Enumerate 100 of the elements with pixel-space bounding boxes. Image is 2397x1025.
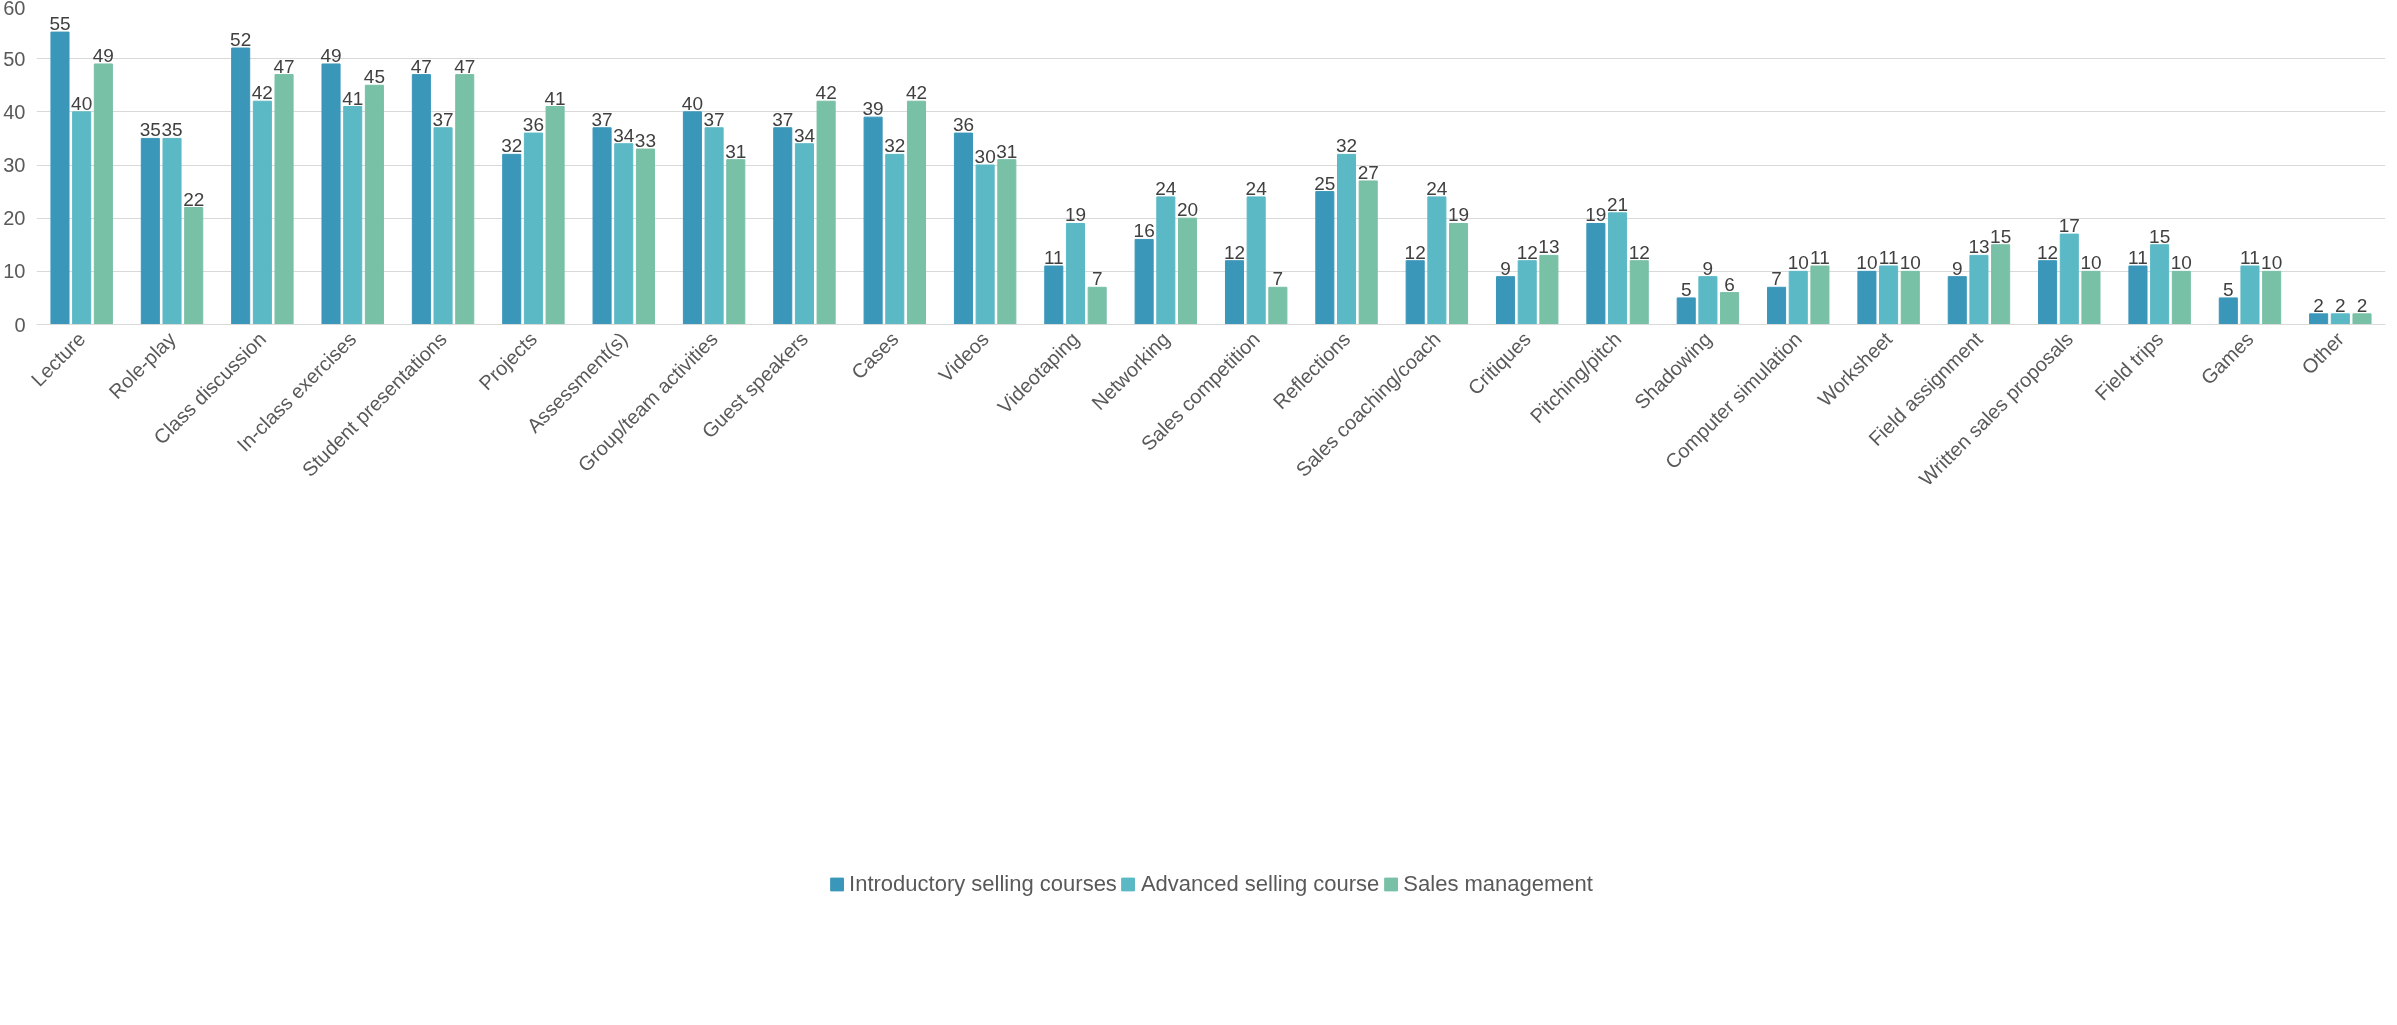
bar xyxy=(321,63,341,325)
data-label: 24 xyxy=(1426,177,1448,199)
data-label: 24 xyxy=(1155,177,1177,199)
bar xyxy=(1065,222,1086,325)
data-label: 32 xyxy=(501,135,523,157)
bar xyxy=(1315,191,1335,325)
y-tick-label: 30 xyxy=(3,154,26,176)
bar xyxy=(1087,286,1107,325)
data-label: 10 xyxy=(2080,252,2102,274)
data-label: 2 xyxy=(2335,294,2346,316)
data-label: 45 xyxy=(363,66,385,88)
bar xyxy=(1608,212,1628,325)
bar xyxy=(1629,260,1649,325)
bar xyxy=(997,159,1017,325)
bar xyxy=(1857,270,1877,325)
data-label: 19 xyxy=(1064,204,1087,226)
bar xyxy=(906,100,927,325)
bar xyxy=(343,106,363,325)
bar xyxy=(773,127,793,325)
data-label: 37 xyxy=(432,108,454,130)
bar xyxy=(975,164,995,325)
data-label: 37 xyxy=(703,108,725,130)
data-label: 36 xyxy=(952,114,975,136)
bar xyxy=(1156,196,1176,325)
bar xyxy=(1698,276,1718,325)
bar xyxy=(231,47,251,325)
bar xyxy=(364,84,384,325)
bar xyxy=(1427,196,1447,325)
data-label: 40 xyxy=(681,92,703,114)
data-label: 15 xyxy=(1990,225,2012,247)
bar xyxy=(885,153,905,325)
bar xyxy=(2352,313,2372,325)
data-label: 34 xyxy=(613,124,635,146)
data-label: 13 xyxy=(1538,236,1560,258)
bar xyxy=(1268,286,1288,325)
data-label: 47 xyxy=(273,55,295,77)
data-label: 16 xyxy=(1133,220,1155,242)
bar xyxy=(1586,222,1606,325)
data-label: 13 xyxy=(1968,236,1990,258)
data-label: 25 xyxy=(1314,172,1336,194)
bar xyxy=(2218,297,2238,325)
data-label: 27 xyxy=(1357,161,1379,183)
bar xyxy=(1044,265,1064,325)
data-label: 41 xyxy=(342,87,364,109)
bar xyxy=(545,106,565,325)
bar xyxy=(184,207,204,325)
bar xyxy=(704,127,724,325)
bar xyxy=(1134,238,1154,325)
bar xyxy=(1517,260,1537,325)
data-label: 10 xyxy=(2170,252,2192,274)
data-label: 12 xyxy=(1516,241,1538,263)
data-label: 37 xyxy=(772,108,794,130)
y-tick-label: 40 xyxy=(3,100,26,123)
bar xyxy=(2309,313,2329,325)
data-label: 9 xyxy=(1951,257,1963,279)
data-label: 15 xyxy=(2149,225,2171,247)
bar xyxy=(93,63,113,325)
bar xyxy=(863,116,883,325)
bar xyxy=(1720,292,1740,325)
data-label: 24 xyxy=(1245,177,1268,199)
bar xyxy=(252,100,272,325)
data-label: 9 xyxy=(1702,257,1714,279)
data-label: 47 xyxy=(454,55,476,77)
legend-label: Sales management xyxy=(1403,870,1593,897)
y-tick-label: 10 xyxy=(3,260,26,283)
data-label: 2 xyxy=(2313,294,2324,316)
data-label: 9 xyxy=(1500,257,1511,279)
data-label: 42 xyxy=(905,82,928,104)
data-label: 20 xyxy=(1176,199,1199,221)
bar xyxy=(433,127,453,325)
bar xyxy=(1177,217,1198,325)
bar xyxy=(411,74,431,325)
bar xyxy=(1991,244,2011,325)
data-label: 42 xyxy=(815,82,837,104)
data-label: 6 xyxy=(1724,273,1735,295)
bar xyxy=(50,31,70,325)
data-label: 31 xyxy=(996,140,1018,162)
bar xyxy=(794,143,814,325)
bar xyxy=(2059,233,2079,325)
bar xyxy=(1900,270,1920,325)
data-label: 19 xyxy=(1447,204,1470,226)
data-label: 32 xyxy=(884,135,906,157)
data-label: 10 xyxy=(1899,252,1921,274)
data-label: 11 xyxy=(2240,247,2260,269)
data-label: 10 xyxy=(1856,252,1878,274)
bar xyxy=(2262,270,2282,325)
data-label: 12 xyxy=(1404,241,1426,263)
data-label: 49 xyxy=(92,44,114,66)
data-label: 22 xyxy=(183,188,205,210)
bar xyxy=(502,153,522,325)
bar xyxy=(455,74,475,325)
y-tick-label: 60 xyxy=(3,0,26,19)
bar xyxy=(162,137,182,325)
data-label: 52 xyxy=(230,29,252,51)
data-label: 12 xyxy=(1223,241,1246,263)
bar xyxy=(2240,265,2260,325)
data-label: 7 xyxy=(1771,268,1782,290)
data-label: 10 xyxy=(2261,252,2283,274)
data-label: 40 xyxy=(71,92,93,114)
data-label: 11 xyxy=(1810,247,1830,269)
